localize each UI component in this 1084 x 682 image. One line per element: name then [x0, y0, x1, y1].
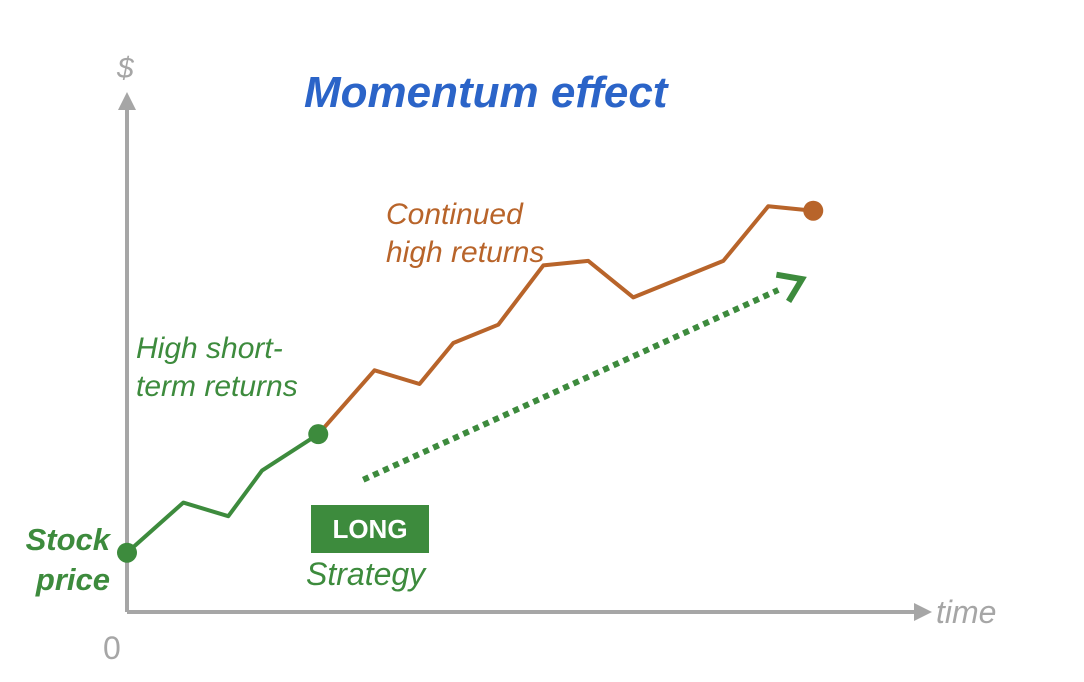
high-short-term-returns-label: High short- term returns [136, 330, 298, 406]
x-axis-label: time [936, 594, 997, 630]
diagram-title: Momentum effect [304, 68, 668, 117]
stock-price-line-2: price [35, 562, 110, 597]
y-axis-arrowhead [118, 92, 136, 110]
continued-line-2: high returns [386, 236, 545, 269]
price-line-continued [316, 204, 814, 436]
y-axis-label: $ [117, 52, 134, 85]
stock-price-line-1: Stock [25, 522, 110, 557]
start-point [117, 542, 137, 563]
continued-line-1: Continued [386, 198, 523, 231]
end-point [803, 200, 824, 221]
strategy-label: Strategy [306, 556, 426, 592]
x-axis-arrowhead [914, 603, 932, 621]
strategy-arrow-head [775, 271, 807, 303]
high-short-line-2: term returns [136, 370, 298, 403]
continued-high-returns-label: Continued high returns [386, 196, 544, 272]
strategy-arrow-shaft [362, 287, 780, 483]
price-line-short-term [125, 432, 320, 555]
high-short-line-1: High short- [136, 332, 283, 365]
origin-label: 0 [103, 630, 121, 666]
long-badge: LONG [311, 505, 429, 553]
momentum-point [308, 424, 329, 445]
stock-price-label: Stock price [10, 520, 110, 600]
